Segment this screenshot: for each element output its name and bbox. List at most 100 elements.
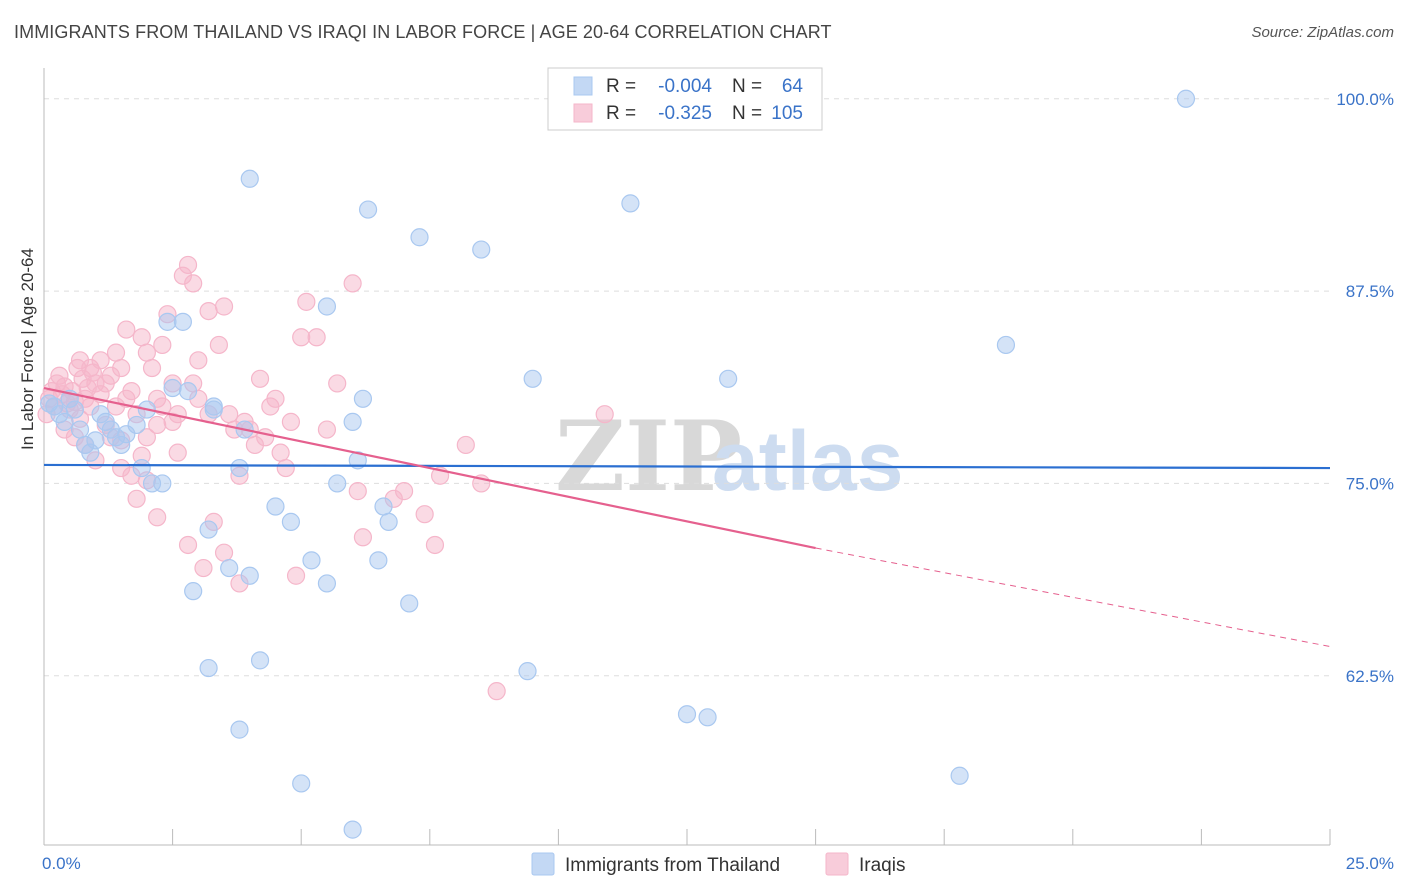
data-point [240, 169, 259, 188]
data-point [122, 382, 141, 401]
data-point [518, 662, 537, 681]
data-point [292, 774, 311, 793]
data-point [214, 543, 234, 562]
data-point [456, 435, 475, 455]
watermark-atlas: atlas [712, 414, 903, 508]
data-point [86, 431, 105, 450]
data-point [328, 474, 347, 493]
y-tick-label: 100.0% [1336, 90, 1394, 109]
data-point [358, 200, 378, 219]
data-point [343, 274, 362, 293]
source-label: Source: ZipAtlas.com [1251, 24, 1394, 41]
data-point [91, 351, 110, 370]
data-point [343, 412, 362, 431]
data-point [199, 658, 218, 678]
data-point [173, 312, 192, 331]
data-point [698, 708, 717, 727]
data-point [374, 497, 393, 516]
data-point [328, 374, 347, 393]
data-point [199, 520, 218, 539]
data-point [178, 382, 198, 401]
data-point [286, 566, 306, 585]
data-point [106, 397, 126, 416]
data-point [189, 351, 208, 370]
data-point [719, 369, 738, 388]
legend-box [547, 67, 823, 131]
legend-series: Immigrants from Thailand Iraqis [531, 852, 905, 876]
data-point [353, 528, 373, 547]
data-point [137, 343, 156, 362]
data-point [220, 405, 239, 424]
legend-stats: R = -0.004 N = 64 R = -0.325 N = 105 [547, 67, 823, 131]
data-point [425, 535, 445, 555]
legend-n-label: N = [732, 103, 762, 124]
data-point [400, 594, 419, 613]
data-point [487, 682, 506, 701]
data-point [127, 489, 146, 508]
data-point [245, 435, 265, 455]
data-point [132, 458, 151, 478]
chart-title: IMMIGRANTS FROM THAILAND VS IRAQI IN LAB… [14, 22, 832, 42]
data-point [132, 328, 151, 347]
legend-n-value: 105 [771, 103, 803, 124]
y-tick-label: 62.5% [1346, 667, 1394, 686]
data-point [168, 443, 187, 462]
legend-swatch-blue [573, 76, 593, 96]
data-point [281, 512, 301, 531]
data-point [184, 274, 203, 293]
data-point [194, 558, 213, 578]
data-point [348, 482, 367, 501]
data-point [302, 551, 321, 570]
data-point [230, 458, 249, 478]
data-point [677, 705, 697, 724]
data-point [184, 582, 203, 601]
data-point [281, 412, 301, 431]
data-point [317, 297, 337, 316]
data-point [142, 358, 162, 378]
data-point [348, 451, 367, 470]
data-point [127, 415, 146, 435]
data-point [70, 420, 90, 439]
axes [43, 68, 1331, 846]
data-point [369, 551, 388, 570]
trend-line-blue [43, 463, 1331, 470]
legend-r-value: -0.325 [658, 103, 712, 124]
data-point [178, 535, 198, 555]
legend-swatch-pink [825, 852, 849, 876]
data-point [343, 820, 362, 839]
legend-r-label: R = [606, 76, 636, 97]
data-point [621, 194, 640, 213]
data-point [209, 335, 228, 355]
data-point [240, 566, 259, 585]
legend-r-label: R = [606, 103, 636, 124]
legend-n-label: N = [732, 76, 762, 97]
data-point [112, 358, 131, 378]
data-point [106, 343, 126, 362]
data-point [266, 497, 285, 516]
data-point [163, 378, 182, 398]
data-point [250, 369, 270, 388]
data-point [266, 389, 285, 408]
data-point [153, 474, 172, 493]
data-point [1176, 89, 1196, 108]
y-tick-label: 75.0% [1346, 474, 1394, 493]
data-point [158, 312, 177, 331]
legend-swatch-pink [573, 103, 593, 123]
trend-line-extension-pink [815, 547, 1331, 648]
data-point [220, 558, 239, 578]
series-thailand [40, 89, 1196, 839]
series-iraqis [37, 255, 614, 701]
data-point [996, 335, 1016, 355]
trend-lines [43, 386, 1331, 648]
data-point [379, 512, 398, 531]
data-point [137, 428, 156, 447]
data-point [276, 458, 295, 478]
data-point [415, 505, 434, 524]
data-point [595, 405, 614, 424]
legend-n-value: 64 [782, 76, 804, 97]
data-point [230, 720, 249, 739]
data-point [204, 400, 223, 419]
data-point [250, 651, 270, 670]
data-point [292, 328, 311, 347]
data-point [410, 228, 429, 247]
